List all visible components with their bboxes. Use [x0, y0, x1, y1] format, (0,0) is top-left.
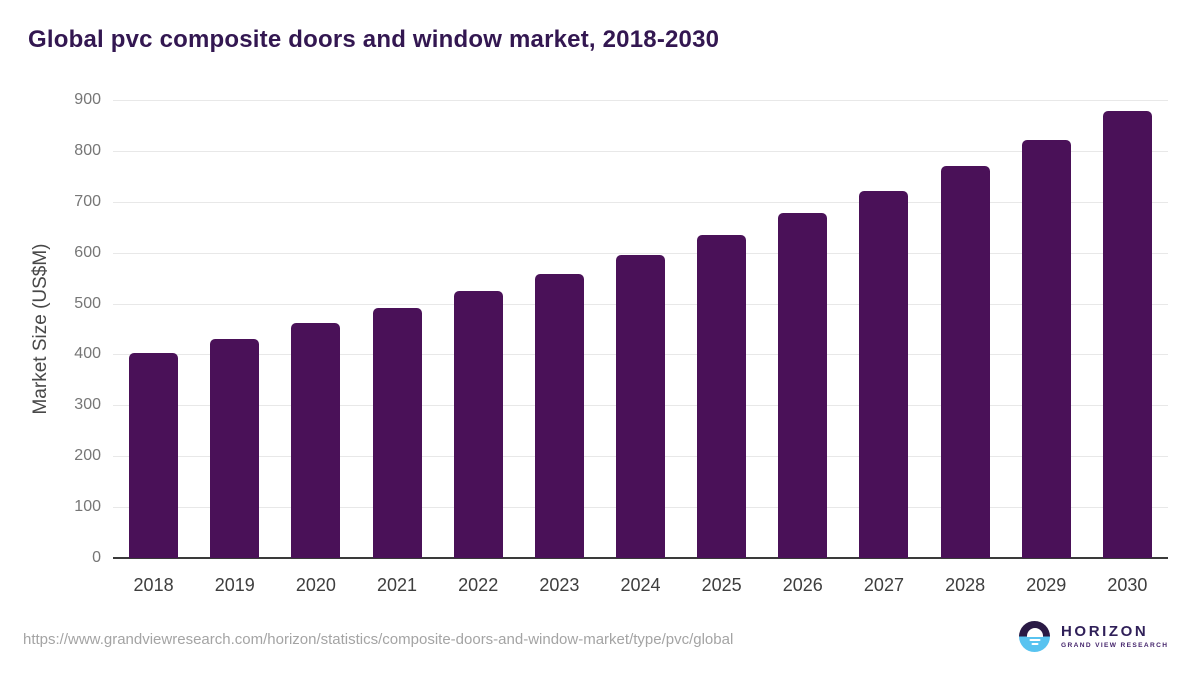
gridline-700 [113, 201, 1168, 203]
logo-subtitle: GRAND VIEW RESEARCH [1061, 642, 1169, 649]
logo-wave-line [1031, 642, 1038, 645]
chart-title: Global pvc composite doors and window ma… [28, 26, 720, 53]
y-tick-label-700: 700 [74, 192, 101, 210]
bar-2019 [210, 339, 260, 558]
x-tick-label-2030: 2030 [1107, 575, 1148, 595]
x-tick-label-2026: 2026 [782, 575, 823, 595]
y-tick-label-0: 0 [92, 549, 101, 566]
bar-2024 [616, 255, 665, 558]
bar-2026 [778, 213, 828, 558]
bar-2030 [1102, 111, 1152, 558]
horizon-sunrise-circle-icon [1019, 621, 1050, 652]
bar-chart-plot-area: 0 100 200 300 400 500 600 700 800 900 2018 2019 2020… [74, 91, 1168, 595]
bar-2023 [534, 273, 584, 558]
bar-2022 [453, 291, 503, 558]
logo-dome-shape [1026, 628, 1043, 637]
x-tick-label-2024: 2024 [620, 575, 661, 595]
bar-2025 [697, 234, 747, 558]
x-tick-label-2027: 2027 [863, 575, 904, 595]
y-tick-label-900: 900 [74, 91, 101, 108]
bar-2029 [1021, 139, 1071, 558]
source-url: https://www.grandviewresearch.com/horizo… [23, 631, 734, 648]
horizon-logo: HORIZON GRAND VIEW RESEARCH [1019, 621, 1168, 652]
gridline-900 [113, 100, 1168, 101]
bar-2021 [372, 308, 422, 558]
x-tick-label-2028: 2028 [945, 575, 986, 595]
y-tick-label-400: 400 [74, 345, 101, 363]
bar-2018 [129, 352, 179, 558]
bar-2020 [291, 323, 341, 558]
bar-2027 [859, 190, 909, 558]
y-axis-title: Market Size (US$M) [30, 243, 51, 415]
y-tick-label-500: 500 [74, 294, 101, 312]
gridline-800 [113, 150, 1168, 152]
y-tick-label-600: 600 [74, 243, 101, 261]
x-tick-label-2018: 2018 [133, 575, 174, 595]
y-tick-label-200: 200 [74, 447, 101, 465]
x-tick-label-2020: 2020 [295, 575, 336, 595]
logo-text: HORIZON GRAND VIEW RESEARCH [1061, 624, 1168, 649]
x-tick-label-2023: 2023 [539, 575, 580, 595]
gridline-600 [113, 252, 1168, 254]
y-tick-label-800: 800 [74, 141, 101, 159]
x-tick-label-2025: 2025 [701, 575, 742, 595]
y-tick-label-300: 300 [74, 396, 101, 414]
x-tick-label-2021: 2021 [377, 575, 418, 595]
x-tick-label-2019: 2019 [214, 575, 255, 595]
y-tick-label-100: 100 [74, 498, 101, 516]
bar-2028 [940, 166, 990, 558]
logo-wave-line [1029, 638, 1040, 641]
logo-name: HORIZON [1061, 623, 1149, 640]
x-tick-label-2022: 2022 [458, 575, 499, 595]
x-tick-label-2029: 2029 [1026, 575, 1067, 595]
